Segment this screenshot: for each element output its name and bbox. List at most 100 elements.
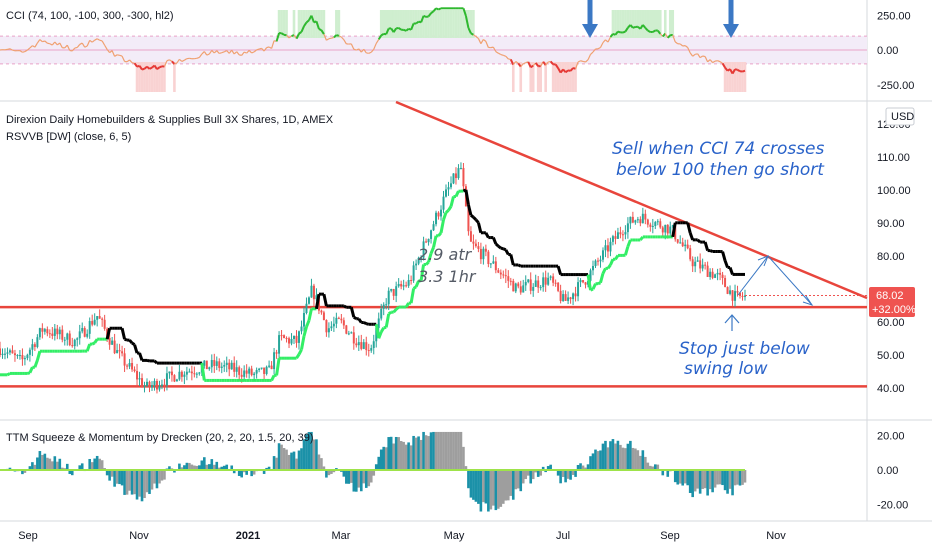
candle-body	[205, 360, 208, 370]
cci-line-segment	[590, 51, 594, 55]
candle-body	[28, 349, 31, 355]
price-axis-tick: 90.00	[877, 218, 905, 230]
momentum-bar	[352, 470, 356, 492]
candle-body	[96, 316, 99, 320]
momentum-bar	[614, 443, 617, 470]
momentum-bar	[210, 459, 214, 470]
momentum-bar	[644, 456, 647, 470]
cci-line-segment	[415, 20, 420, 25]
candle-body	[624, 232, 627, 235]
cci-oversold-shade	[153, 62, 156, 92]
rsvvb-stop-segment	[509, 254, 515, 266]
candle-body	[116, 350, 119, 354]
cci-overbought-shade	[464, 10, 468, 38]
candle-body	[619, 232, 622, 235]
candle-body	[21, 355, 24, 360]
candle-body	[387, 290, 390, 305]
candle-body	[43, 329, 46, 332]
cci-oversold-shade	[539, 62, 542, 92]
candle-body	[674, 225, 677, 240]
momentum-bar	[494, 470, 498, 511]
rsvvb-stop-segment	[454, 190, 460, 198]
candle-body	[238, 367, 241, 375]
price-title[interactable]: Direxion Daily Homebuilders & Supplies B…	[6, 114, 334, 126]
cci-oversold-shade	[155, 62, 159, 92]
cci-line-segment	[363, 48, 367, 54]
cci-line-segment	[512, 61, 517, 66]
rsvvb-stop-segment	[275, 357, 281, 376]
momentum-bar	[576, 465, 580, 470]
rsvvb-stop-segment	[131, 341, 136, 346]
candle-body	[564, 294, 567, 301]
rsvvb-indicator-label[interactable]: RSVVB [DW] (close, 6, 5)	[6, 131, 131, 143]
momentum-bar	[287, 454, 291, 470]
momentum-bar	[205, 464, 209, 470]
momentum-bar	[60, 467, 64, 470]
cci-oversold-shade	[569, 62, 572, 92]
candle-body	[469, 231, 472, 242]
candle-body	[315, 295, 318, 300]
candle-body	[696, 260, 699, 262]
momentum-bar	[457, 431, 460, 470]
cci-line-segment	[305, 19, 310, 24]
candle-body	[372, 341, 375, 349]
cci-line-segment	[360, 48, 365, 53]
momentum-bar	[477, 470, 480, 504]
cci-indicator-label[interactable]: CCI (74, 100, -100, 300, -300, hl2)	[6, 10, 174, 22]
cci-line-segment	[106, 49, 111, 53]
cci-line-segment	[261, 47, 265, 52]
candle-body	[327, 328, 330, 333]
candle-body	[168, 371, 171, 374]
momentum-bar	[118, 470, 121, 485]
momentum-bar	[711, 470, 714, 493]
momentum-bar	[631, 447, 635, 470]
momentum-bar	[245, 470, 248, 475]
candle-body	[305, 303, 308, 313]
cci-line-segment	[614, 30, 619, 36]
rsvvb-stop-segment	[387, 310, 393, 316]
cci-pane	[0, 0, 867, 92]
currency-box[interactable]	[885, 107, 915, 126]
candle-body	[228, 362, 231, 370]
cci-line-segment	[350, 43, 355, 50]
cci-overbought-shade	[639, 10, 642, 38]
candle-body	[13, 353, 16, 356]
cci-line-segment	[580, 60, 584, 62]
ttm-indicator-label[interactable]: TTM Squeeze & Momentum by Drecken (20, 2…	[6, 432, 314, 444]
cci-line-segment	[74, 46, 78, 49]
candle-body	[656, 221, 659, 223]
candle-body	[370, 348, 373, 351]
momentum-bar	[611, 439, 615, 470]
candle-body	[138, 378, 141, 380]
candle-body	[407, 280, 410, 286]
rsvvb-stop-segment	[497, 244, 502, 250]
candle-body	[397, 283, 400, 287]
momentum-bar	[207, 464, 211, 470]
rsvvb-stop-segment	[200, 362, 206, 381]
momentum-bar	[733, 470, 737, 486]
cci-line-segment	[121, 55, 126, 62]
cci-overbought-shade	[429, 10, 433, 38]
momentum-bar	[160, 470, 164, 481]
candle-body	[427, 238, 430, 243]
cci-line-segment	[652, 29, 656, 33]
candle-body	[641, 213, 644, 224]
price-axis-tick: 50.00	[877, 350, 905, 362]
rsvvb-stop-segment	[591, 283, 597, 290]
rsvvb-stop-segment	[395, 305, 400, 311]
signal-arrow-head-2	[723, 24, 739, 38]
cci-line-segment	[336, 34, 340, 37]
rsvvb-stop-segment	[302, 326, 308, 337]
momentum-bar	[591, 453, 595, 470]
cci-overbought-shade	[631, 10, 635, 38]
cci-line-segment	[617, 30, 621, 34]
cci-line-segment	[84, 45, 88, 48]
candle-body	[539, 287, 542, 289]
candle-body	[467, 206, 470, 232]
candle-body	[146, 381, 149, 386]
momentum-bar	[312, 439, 316, 470]
momentum-bar	[504, 470, 508, 501]
candle-body	[499, 272, 502, 275]
cci-overbought-shade	[397, 10, 400, 38]
momentum-bar	[447, 431, 450, 470]
